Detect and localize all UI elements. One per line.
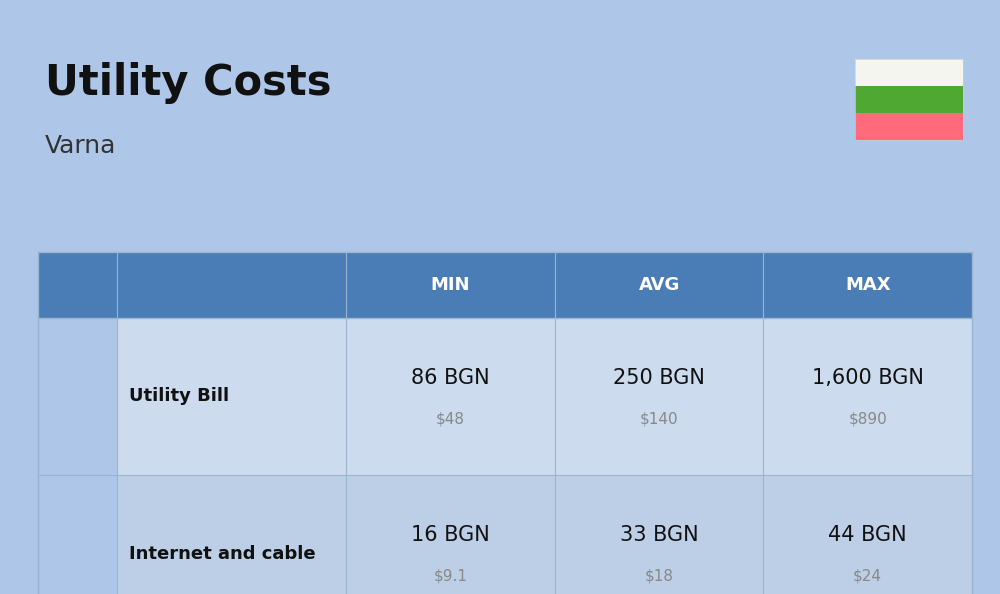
Text: $9.1: $9.1 — [434, 568, 468, 583]
Text: 16 BGN: 16 BGN — [411, 525, 490, 545]
FancyBboxPatch shape — [855, 59, 963, 86]
Text: Varna: Varna — [45, 134, 116, 157]
Text: 44 BGN: 44 BGN — [828, 525, 907, 545]
FancyBboxPatch shape — [38, 475, 972, 594]
Text: 250 BGN: 250 BGN — [613, 368, 705, 388]
Text: MIN: MIN — [431, 276, 470, 294]
Text: $890: $890 — [848, 411, 887, 426]
FancyBboxPatch shape — [38, 252, 972, 318]
FancyBboxPatch shape — [38, 475, 117, 594]
Text: $48: $48 — [436, 411, 465, 426]
Text: $24: $24 — [853, 568, 882, 583]
Text: MAX: MAX — [845, 276, 891, 294]
Text: Utility Costs: Utility Costs — [45, 62, 332, 105]
Text: 33 BGN: 33 BGN — [620, 525, 698, 545]
Text: Internet and cable: Internet and cable — [129, 545, 316, 563]
FancyBboxPatch shape — [855, 86, 963, 113]
Text: 86 BGN: 86 BGN — [411, 368, 490, 388]
Text: 1,600 BGN: 1,600 BGN — [812, 368, 924, 388]
Text: $18: $18 — [645, 568, 674, 583]
Text: Utility Bill: Utility Bill — [129, 387, 230, 406]
FancyBboxPatch shape — [855, 113, 963, 140]
FancyBboxPatch shape — [38, 318, 972, 475]
Text: AVG: AVG — [638, 276, 680, 294]
FancyBboxPatch shape — [38, 318, 117, 475]
Text: $140: $140 — [640, 411, 678, 426]
